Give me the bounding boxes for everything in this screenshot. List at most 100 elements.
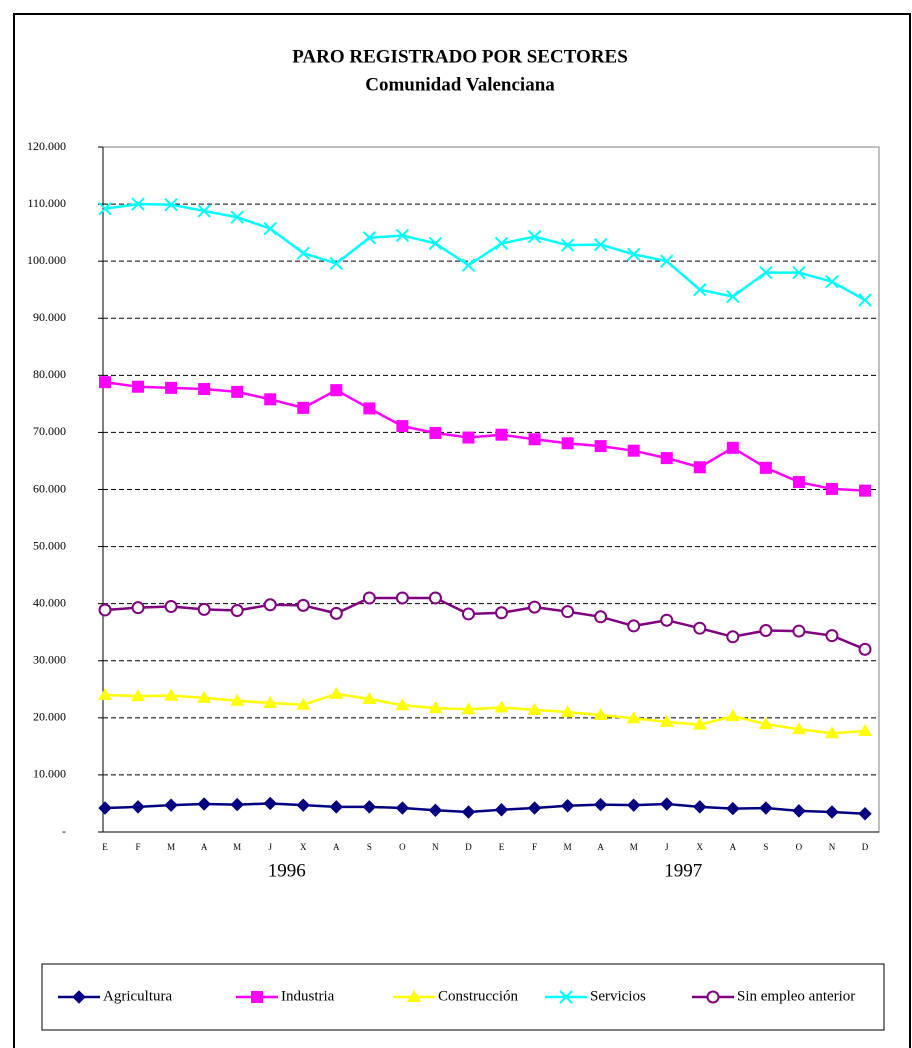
data-point	[593, 707, 608, 720]
data-point	[594, 440, 607, 453]
data-point	[660, 613, 674, 627]
data-point	[263, 221, 277, 236]
data-point	[231, 385, 244, 398]
legend-label: Sin empleo anterior	[737, 988, 855, 1004]
data-point	[759, 801, 773, 815]
data-point	[725, 709, 740, 722]
y-tick-label: 120.000	[27, 139, 66, 153]
data-point	[659, 714, 674, 727]
data-point	[165, 381, 178, 394]
data-point	[264, 393, 277, 406]
legend-label: Construcción	[438, 988, 518, 1004]
x-tick-label: X	[697, 842, 704, 852]
data-point	[98, 201, 112, 216]
legend-label: Servicios	[590, 988, 646, 1004]
data-point	[660, 452, 673, 465]
data-point	[825, 482, 838, 495]
data-point	[494, 803, 509, 817]
data-point	[197, 204, 211, 218]
data-point	[296, 598, 310, 612]
data-point	[759, 461, 772, 474]
data-point	[792, 804, 806, 818]
data-point	[858, 293, 872, 307]
data-point	[859, 484, 871, 497]
data-point	[693, 461, 706, 474]
data-point	[858, 642, 872, 656]
data-point	[858, 807, 872, 821]
data-point	[164, 600, 178, 614]
data-point	[527, 229, 542, 244]
data-point	[758, 717, 773, 730]
data-point	[198, 383, 211, 396]
legend-box	[41, 963, 885, 1031]
x-tick-label: A	[201, 842, 208, 852]
data-point	[164, 798, 178, 812]
data-point	[560, 238, 575, 252]
legend-label: Industria	[281, 988, 335, 1004]
x-tick-label: M	[167, 842, 175, 852]
data-point	[98, 688, 112, 700]
data-point	[363, 402, 376, 415]
legend-marker	[251, 991, 263, 1003]
data-point	[693, 621, 707, 635]
data-point	[791, 722, 806, 735]
data-point	[560, 799, 575, 813]
data-point	[98, 603, 112, 617]
x-tick-label: J	[268, 842, 272, 852]
data-point	[329, 686, 344, 699]
data-point	[494, 700, 509, 713]
data-point	[626, 798, 641, 812]
data-point	[561, 605, 575, 619]
data-point	[792, 624, 806, 638]
data-point	[164, 197, 178, 212]
data-point	[792, 265, 806, 280]
data-point	[560, 705, 575, 718]
year-label: 1997	[664, 860, 702, 881]
data-point	[263, 695, 278, 708]
data-point	[561, 437, 574, 450]
data-point	[824, 726, 839, 739]
x-tick-label: X	[300, 842, 307, 852]
x-tick-label: A	[730, 842, 737, 852]
data-point	[296, 798, 310, 812]
data-point	[461, 702, 476, 715]
data-point	[726, 441, 739, 454]
data-point	[858, 723, 872, 736]
x-tick-label: J	[665, 842, 669, 852]
year-label: 1996	[268, 860, 306, 881]
data-point	[759, 623, 773, 637]
y-tick-label: 10.000	[33, 767, 66, 781]
data-point	[528, 433, 541, 446]
x-tick-label: E	[102, 842, 108, 852]
data-point	[429, 426, 442, 439]
data-point	[825, 629, 839, 643]
legend-marker	[407, 990, 421, 1002]
data-point	[495, 606, 509, 620]
data-point	[527, 702, 542, 715]
x-tick-label: F	[136, 842, 141, 852]
data-point	[627, 444, 640, 457]
legend-label: Agricultura	[103, 988, 172, 1004]
y-tick-label: 100.000	[27, 253, 66, 267]
data-point	[197, 602, 211, 616]
legend-marker	[72, 990, 86, 1004]
data-point	[230, 210, 244, 224]
data-point	[362, 231, 377, 245]
x-tick-label: O	[796, 842, 803, 852]
data-point	[593, 797, 608, 812]
data-point	[594, 610, 608, 624]
data-point	[395, 591, 409, 605]
data-point	[296, 697, 311, 710]
y-tick-label: 90.000	[33, 310, 66, 324]
y-tick-label: 60.000	[33, 481, 66, 495]
chart-subtitle: Comunidad Valenciana	[365, 74, 555, 95]
data-point	[230, 604, 244, 618]
y-tick-label: 40.000	[33, 595, 66, 609]
data-point	[726, 630, 740, 644]
y-tick-label: 50.000	[33, 538, 66, 552]
data-point	[759, 265, 773, 280]
x-tick-label: O	[399, 842, 406, 852]
x-tick-label: D	[465, 842, 472, 852]
data-point	[693, 800, 707, 814]
data-point	[297, 401, 310, 414]
